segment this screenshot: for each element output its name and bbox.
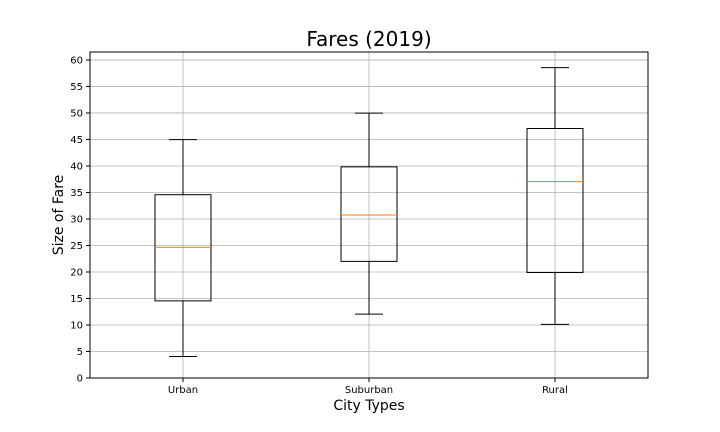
axis-ticks: 0 5 10 15 20 25 30 35 40 45 50 55 60 Urban Suburban Rur… xyxy=(70,55,568,396)
iqr-box xyxy=(526,127,584,274)
y-tick-label: 60 xyxy=(70,55,83,66)
chart-title: Fares (2019) xyxy=(306,27,431,51)
x-axis-title: City Types xyxy=(333,398,404,414)
y-tick-label: 5 xyxy=(77,347,83,358)
y-tick-label: 15 xyxy=(70,294,83,305)
y-tick-label: 30 xyxy=(70,214,83,225)
y-tick-label: 25 xyxy=(70,241,83,252)
iqr-box xyxy=(340,166,398,262)
box-urban xyxy=(154,139,212,358)
y-tick-label: 20 xyxy=(70,267,83,278)
box-rural xyxy=(526,67,584,325)
y-tick-label: 35 xyxy=(70,188,83,199)
y-tick-label: 0 xyxy=(77,374,83,385)
y-tick-label: 45 xyxy=(70,135,83,146)
y-axis-title: Size of Fare xyxy=(51,175,67,256)
boxes xyxy=(154,67,584,358)
y-tick-label: 55 xyxy=(70,82,83,93)
x-tick-label-urban: Urban xyxy=(168,385,198,396)
box-suburban xyxy=(340,112,398,315)
x-tick-label-suburban: Suburban xyxy=(345,385,393,396)
y-tick-label: 40 xyxy=(70,161,83,172)
x-tick-label-rural: Rural xyxy=(542,385,568,396)
y-tick-label: 50 xyxy=(70,108,83,119)
y-tick-label: 10 xyxy=(70,320,83,331)
